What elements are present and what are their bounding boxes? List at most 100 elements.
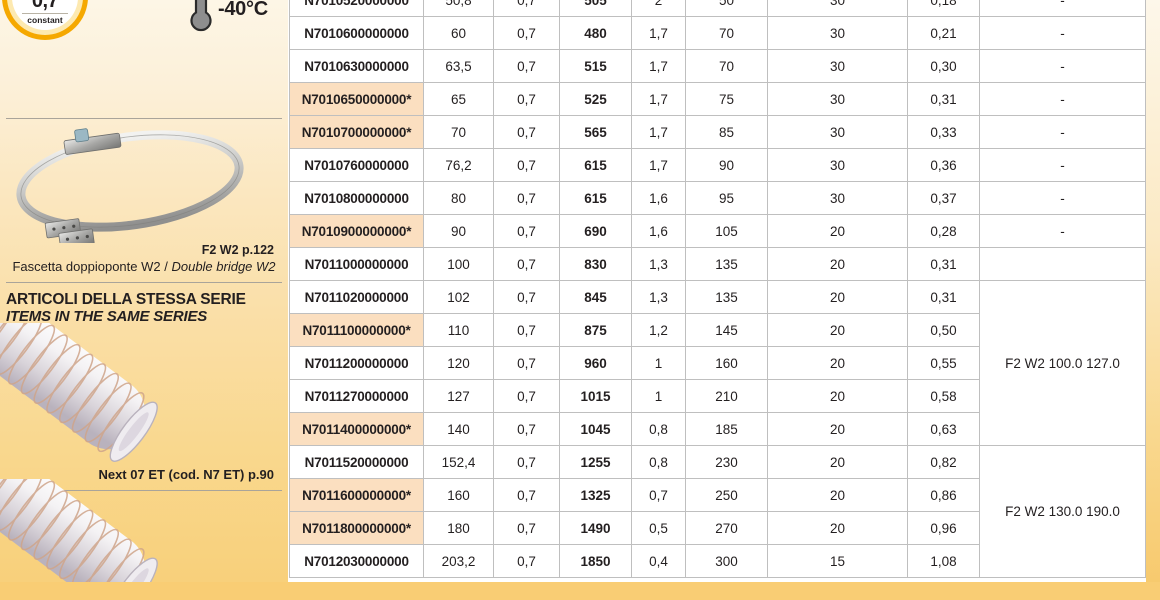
- row-article-code: N7011270000000: [289, 379, 424, 413]
- sidebar: 0,7 constant -40°C: [0, 0, 288, 600]
- row-wall-thickness: 0,7: [493, 0, 560, 17]
- row-outer-diameter: 1015: [559, 379, 632, 413]
- row-clamp-reference: -: [979, 115, 1146, 149]
- row-article-code: N7011800000000*: [289, 511, 424, 545]
- table-row[interactable]: N7010650000000* 65 0,7 525 1,7 75 30 0,31-: [289, 82, 1146, 116]
- row-outer-diameter: 690: [559, 214, 632, 248]
- row-outer-diameter: 830: [559, 247, 632, 281]
- row-working-pressure: 1: [631, 379, 686, 413]
- row-bend-radius: 95: [685, 181, 768, 215]
- table-row[interactable]: N7011400000000* 140 0,7 1045 0,8 185 20 0,63: [289, 412, 1146, 446]
- row-clamp-reference: -: [979, 214, 1146, 248]
- table-row[interactable]: N7010760000000 76,2 0,7 615 1,7 90 30 0,36-: [289, 148, 1146, 182]
- row-coil-length: 20: [767, 379, 908, 413]
- table-row[interactable]: N7012030000000 203,2 0,7 1850 0,4 300 15 1,08: [289, 544, 1146, 578]
- row-weight: 0,18: [907, 0, 980, 17]
- row-bend-radius: 50: [685, 0, 768, 17]
- row-inner-diameter: 63,5: [423, 49, 494, 83]
- table-row[interactable]: N7011100000000* 110 0,7 875 1,2 145 20 0,50: [289, 313, 1146, 347]
- row-coil-length: 20: [767, 445, 908, 479]
- row-clamp-reference-merged: F2 W2 130.0 190.0: [979, 445, 1146, 578]
- table-row[interactable]: N7011270000000 127 0,7 1015 1 210 20 0,58: [289, 379, 1146, 413]
- row-inner-diameter: 80: [423, 181, 494, 215]
- row-coil-length: 20: [767, 214, 908, 248]
- row-coil-length: 20: [767, 346, 908, 380]
- row-inner-diameter: 152,4: [423, 445, 494, 479]
- row-article-code: N7012030000000: [289, 544, 424, 578]
- row-outer-diameter: 1850: [559, 544, 632, 578]
- table-row[interactable]: N7011600000000* 160 0,7 1325 0,7 250 20 0,86: [289, 478, 1146, 512]
- row-wall-thickness: 0,7: [493, 445, 560, 479]
- series-heading-it: ARTICOLI DELLA STESSA SERIE: [6, 291, 246, 309]
- row-bend-radius: 230: [685, 445, 768, 479]
- row-inner-diameter: 100: [423, 247, 494, 281]
- row-working-pressure: 1,7: [631, 16, 686, 50]
- row-article-code: N7011000000000: [289, 247, 424, 281]
- row-bend-radius: 70: [685, 16, 768, 50]
- row-weight: 0,21: [907, 16, 980, 50]
- series-item-1-caption: Next 07 ET (cod. N7 ET) p.90: [98, 467, 274, 483]
- row-outer-diameter: 525: [559, 82, 632, 116]
- row-wall-thickness: 0,7: [493, 214, 560, 248]
- row-inner-diameter: 60: [423, 16, 494, 50]
- row-coil-length: 20: [767, 511, 908, 545]
- row-wall-thickness: 0,7: [493, 346, 560, 380]
- row-clamp-reference: -: [979, 181, 1146, 215]
- table-row[interactable]: N7010900000000* 90 0,7 690 1,6 105 20 0,28-: [289, 214, 1146, 248]
- row-article-code: N7010800000000: [289, 181, 424, 215]
- row-weight: 0,37: [907, 181, 980, 215]
- row-inner-diameter: 127: [423, 379, 494, 413]
- table-row[interactable]: N7010630000000 63,5 0,7 515 1,7 70 30 0,30-: [289, 49, 1146, 83]
- clamp-product-block: F2 W2 p.122 Fascetta doppioponte W2 / Do…: [0, 119, 288, 282]
- thermometer-icon: [188, 0, 214, 32]
- row-working-pressure: 1,3: [631, 247, 686, 281]
- table-row[interactable]: N7011520000000 152,4 0,7 1255 0,8 230 20 0,82 F2…: [289, 445, 1146, 578]
- row-article-code: N7010760000000: [289, 148, 424, 182]
- row-inner-diameter: 50,8: [423, 0, 494, 17]
- row-clamp-reference: -: [979, 49, 1146, 83]
- row-article-code: N7011520000000: [289, 445, 424, 479]
- row-coil-length: 30: [767, 0, 908, 17]
- row-outer-diameter: 480: [559, 16, 632, 50]
- row-inner-diameter: 70: [423, 115, 494, 149]
- row-coil-length: 20: [767, 412, 908, 446]
- badge-divider: [22, 12, 68, 14]
- table-row[interactable]: N7010600000000 60 0,7 480 1,7 70 30 0,21-: [289, 16, 1146, 50]
- row-clamp-reference: [979, 247, 1146, 281]
- clamp-code-label: F2 W2 p.122: [201, 243, 274, 257]
- row-weight: 0,96: [907, 511, 980, 545]
- table-row[interactable]: N7011000000000 100 0,7 830 1,3 135 20 0,31: [289, 247, 1146, 281]
- table-row[interactable]: N7011020000000 102 0,7 845 1,3 135 20 0,31 F2 W2…: [289, 280, 1146, 446]
- row-inner-diameter: 180: [423, 511, 494, 545]
- row-working-pressure: 1,7: [631, 49, 686, 83]
- row-outer-diameter: 1490: [559, 511, 632, 545]
- row-outer-diameter: 960: [559, 346, 632, 380]
- row-wall-thickness: 0,7: [493, 544, 560, 578]
- row-bend-radius: 210: [685, 379, 768, 413]
- row-article-code: N7011600000000*: [289, 478, 424, 512]
- table-row[interactable]: N7010520000000 50,8 0,7 505 2 50 30 0,18-: [289, 0, 1146, 17]
- row-outer-diameter: 615: [559, 148, 632, 182]
- row-outer-diameter: 505: [559, 0, 632, 17]
- row-weight: 0,50: [907, 313, 980, 347]
- row-coil-length: 20: [767, 280, 908, 314]
- row-working-pressure: 1,6: [631, 181, 686, 215]
- row-working-pressure: 1,7: [631, 82, 686, 116]
- row-coil-length: 30: [767, 115, 908, 149]
- row-wall-thickness: 0,7: [493, 511, 560, 545]
- table-row[interactable]: N7010700000000* 70 0,7 565 1,7 85 30 0,33-: [289, 115, 1146, 149]
- row-weight: 1,08: [907, 544, 980, 578]
- row-weight: 0,31: [907, 280, 980, 314]
- row-coil-length: 30: [767, 82, 908, 116]
- row-outer-diameter: 565: [559, 115, 632, 149]
- row-bend-radius: 75: [685, 82, 768, 116]
- row-working-pressure: 2: [631, 0, 686, 17]
- row-outer-diameter: 1255: [559, 445, 632, 479]
- row-working-pressure: 0,8: [631, 445, 686, 479]
- row-article-code: N7011100000000*: [289, 313, 424, 347]
- table-row[interactable]: N7010800000000 80 0,7 615 1,6 95 30 0,37-: [289, 181, 1146, 215]
- specification-table-area: N7010520000000 50,8 0,7 505 2 50 30 0,18- N70106…: [288, 0, 1160, 600]
- row-weight: 0,36: [907, 148, 980, 182]
- table-row[interactable]: N7011800000000* 180 0,7 1490 0,5 270 20 0,96: [289, 511, 1146, 545]
